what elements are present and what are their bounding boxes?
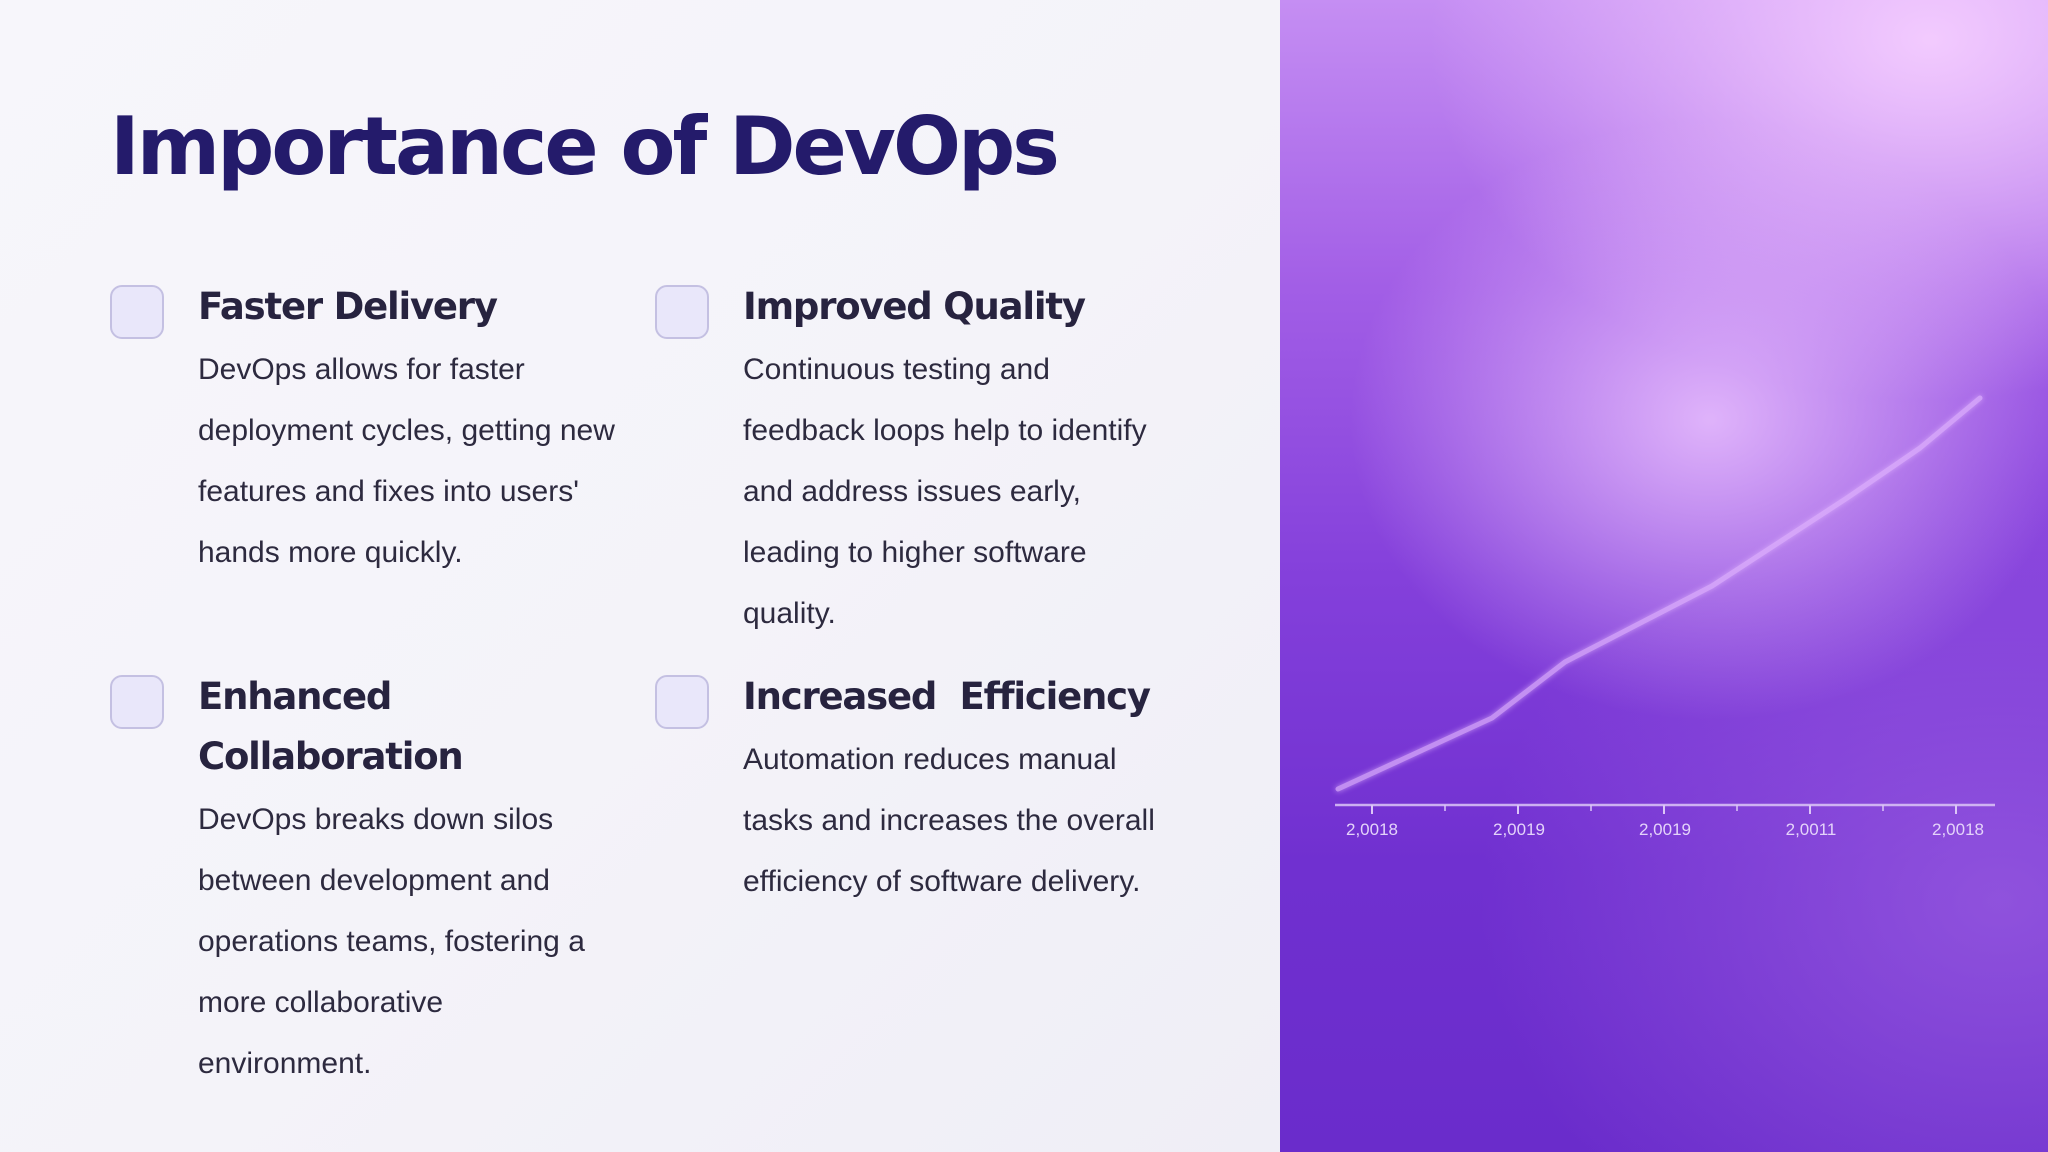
- tick-label: 2,0018: [1346, 820, 1398, 839]
- tick-label: 2,0011: [1786, 820, 1837, 839]
- feature-title: Improved Quality: [743, 285, 1086, 328]
- page-title: Importance of DevOps: [110, 100, 1060, 193]
- feature-body: Improved Quality Continuous testing and …: [743, 285, 1163, 644]
- feature-description: Continuous testing and feedback loops he…: [743, 353, 1147, 630]
- feature-title: Enhanced Collaboration: [198, 675, 464, 778]
- feature-description: DevOps allows for faster deployment cycl…: [198, 353, 615, 569]
- content-panel: Importance of DevOps Faster Delivery Dev…: [0, 0, 1280, 1152]
- checkbox-improved-quality[interactable]: [655, 285, 709, 339]
- tick-label: 2,0018: [1932, 820, 1984, 839]
- feature-description: Automation reduces manual tasks and incr…: [743, 743, 1155, 898]
- trend-line: [1335, 395, 1983, 792]
- checkbox-enhanced-collaboration[interactable]: [110, 675, 164, 729]
- feature-title: Increased Efficiency: [743, 675, 1151, 718]
- checkbox-increased-efficiency[interactable]: [655, 675, 709, 729]
- feature-title: Faster Delivery: [198, 285, 498, 328]
- feature-body: Increased Efficiency Automation reduces …: [743, 675, 1163, 912]
- tick-label: 2,0019: [1493, 820, 1545, 839]
- feature-body: Faster Delivery DevOps allows for faster…: [198, 285, 618, 583]
- chart-ticks: [1371, 805, 1957, 814]
- feature-description: DevOps breaks down silos between develop…: [198, 803, 585, 1080]
- tick-label: 2,0019: [1639, 820, 1691, 839]
- feature-body: Enhanced Collaboration DevOps breaks dow…: [198, 675, 618, 1094]
- illustration-panel: [1280, 0, 2048, 1152]
- growth-chart: 2,0018 2,0019 2,0019 2,0011 2,0018: [1335, 395, 1995, 839]
- checkbox-faster-delivery[interactable]: [110, 285, 164, 339]
